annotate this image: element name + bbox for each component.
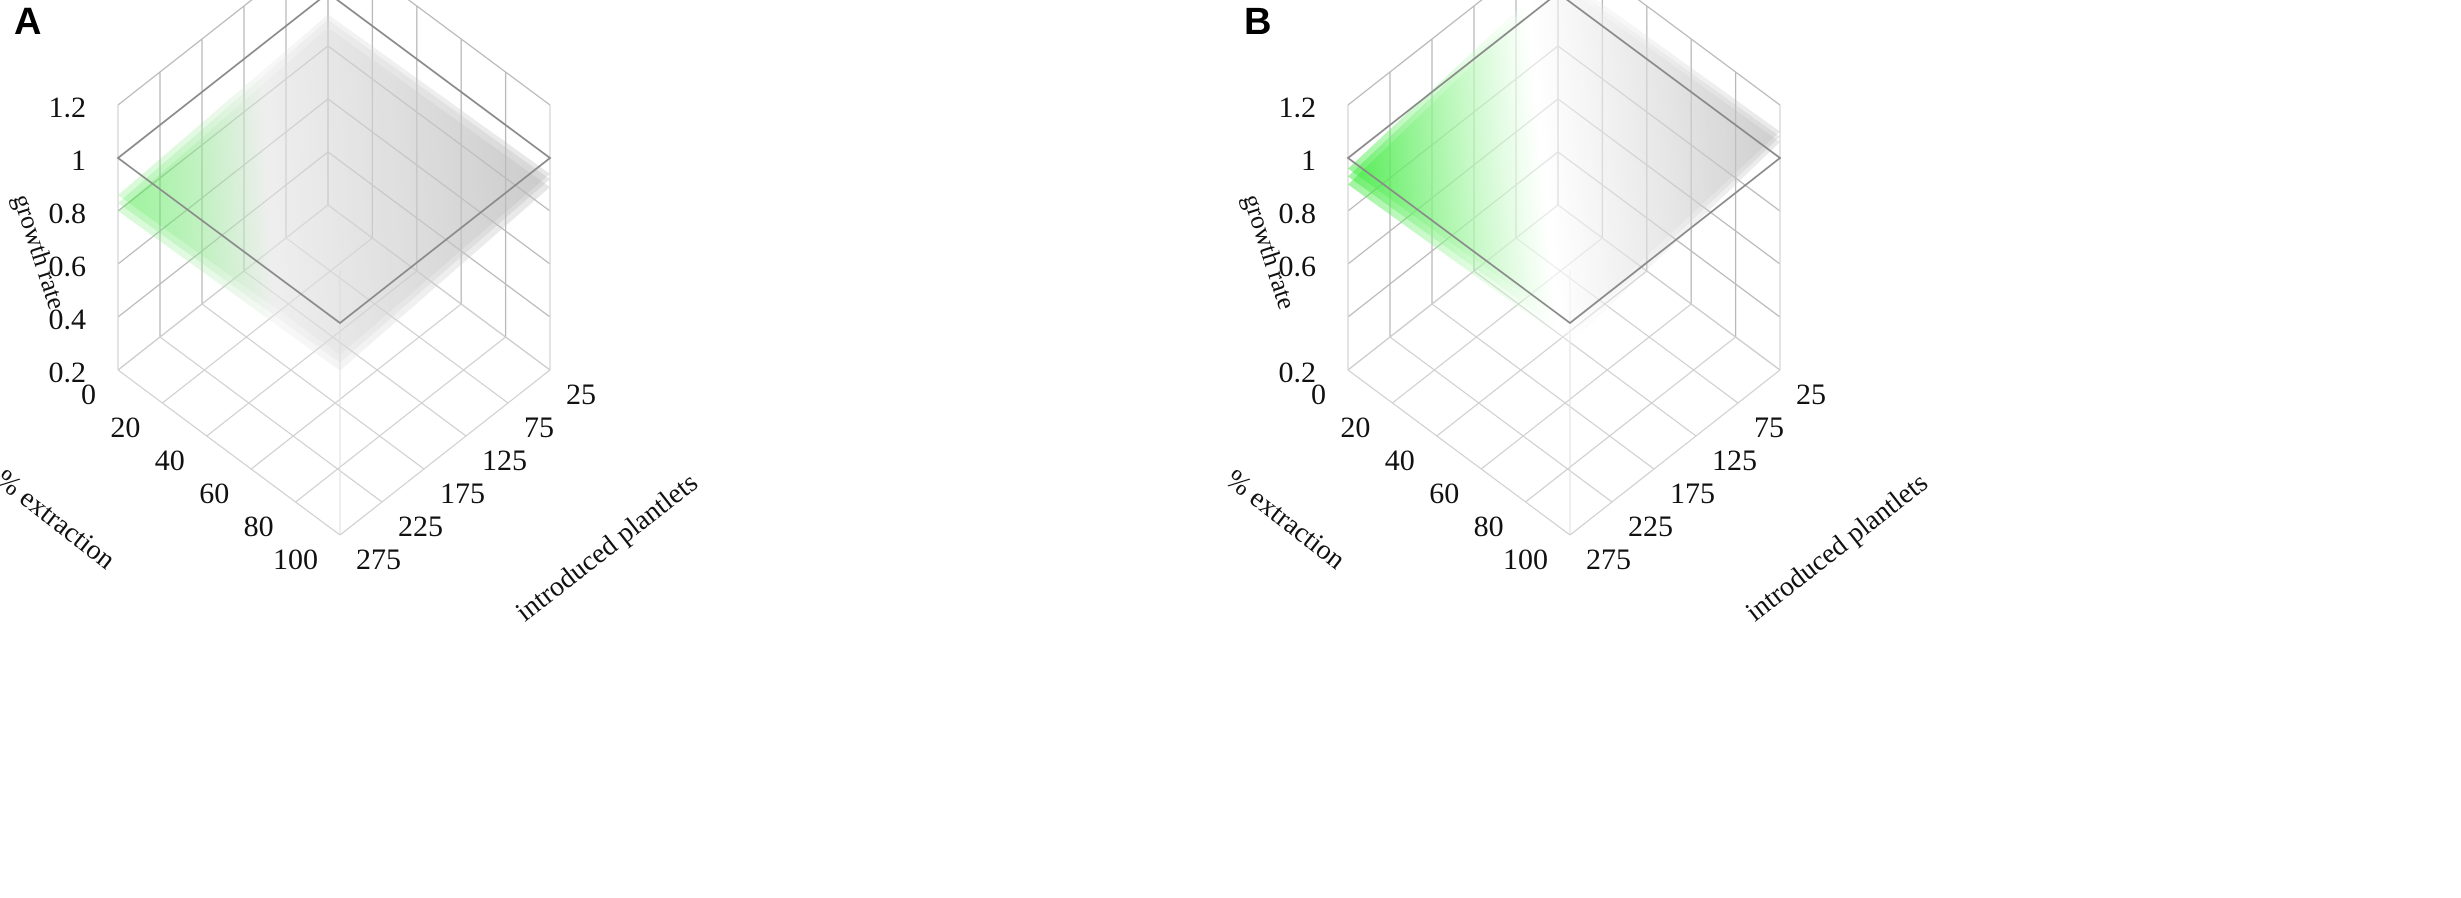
z-tick-label: 0.6 <box>49 250 87 283</box>
y-tick-label: 275 <box>356 543 401 576</box>
reference-plane <box>1346 0 1782 325</box>
floor-grid-line <box>1347 369 1571 536</box>
surfaces <box>118 14 550 371</box>
z-tick-label: 0.8 <box>1279 197 1317 230</box>
y-tick-label: 275 <box>1586 543 1631 576</box>
y-tick-label: 125 <box>1712 444 1757 477</box>
floor-grid-line <box>201 303 425 470</box>
panel-b: B 0.2 0.6 0.8 1 1.2 growth rate 0 20 40 60 80 100% … <box>1220 0 2460 898</box>
z-tick-label: 0.2 <box>49 356 87 389</box>
y-tick-label: 75 <box>1754 411 1784 444</box>
grid-line <box>1347 0 1781 106</box>
floor-grid-line <box>1389 336 1613 503</box>
x-axis-label: % extraction <box>0 464 121 576</box>
grid-line <box>117 0 551 106</box>
z-tick-label: 1 <box>1301 144 1316 177</box>
panel-letter: B <box>1244 1 1272 43</box>
x-tick-label: 60 <box>199 477 229 510</box>
floor-grid-line <box>1569 369 1781 536</box>
y-tick-label: 175 <box>1670 477 1715 510</box>
y-axis-label: introduced plantlets <box>1740 467 1934 628</box>
y-tick-label: 175 <box>440 477 485 510</box>
panel-a: A 0.2 0.4 0.6 0.8 1 1.2 growth rate 0 20 40 60 80 10… <box>0 0 1230 898</box>
z-tick-label: 1.2 <box>49 91 87 124</box>
x-tick-label: 20 <box>110 411 140 444</box>
surfaces <box>1348 0 1780 345</box>
x-tick-label: 20 <box>1340 411 1370 444</box>
z-tick-label: 0.4 <box>49 303 87 336</box>
floor-grid-line <box>339 369 551 536</box>
z-tick-label: 0.8 <box>49 197 87 230</box>
y-tick-label: 75 <box>524 411 554 444</box>
surface-layer <box>118 27 550 371</box>
y-tick-label: 25 <box>566 378 596 411</box>
x-tick-label: 80 <box>1474 510 1504 543</box>
floor-grid-line <box>159 336 383 503</box>
reference-plane <box>116 0 552 325</box>
x-tick-label: 40 <box>1385 444 1415 477</box>
panel-letter: A <box>14 1 42 43</box>
z-tick-label: 0.2 <box>1279 356 1317 389</box>
z-tick-label: 1.2 <box>1279 91 1317 124</box>
x-tick-label: 100 <box>273 543 318 576</box>
y-axis-label: introduced plantlets <box>510 467 704 628</box>
floor-grid-line <box>250 303 462 470</box>
floor-grid-line <box>1480 303 1692 470</box>
x-tick-label: 60 <box>1429 477 1459 510</box>
floor-grid-line <box>295 336 506 503</box>
floor-grid-line <box>1431 303 1655 470</box>
z-tick-label: 1 <box>71 144 86 177</box>
x-axis-label: % extraction <box>1220 464 1351 576</box>
floor-grid-line <box>117 369 341 536</box>
x-tick-label: 40 <box>155 444 185 477</box>
y-tick-label: 225 <box>1628 510 1673 543</box>
y-tick-label: 225 <box>398 510 443 543</box>
surface-layer <box>1348 0 1780 345</box>
y-tick-label: 25 <box>1796 378 1826 411</box>
x-tick-label: 0 <box>1311 378 1326 411</box>
y-tick-label: 125 <box>482 444 527 477</box>
x-tick-label: 80 <box>244 510 274 543</box>
x-tick-label: 100 <box>1503 543 1548 576</box>
floor-grid-line <box>1525 336 1736 503</box>
x-tick-label: 0 <box>81 378 96 411</box>
z-tick-label: 0.6 <box>1279 250 1317 283</box>
